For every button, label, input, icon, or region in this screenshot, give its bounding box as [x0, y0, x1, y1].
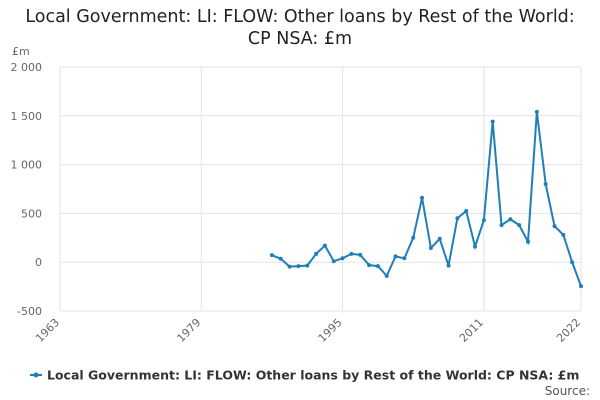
point — [437, 236, 442, 241]
x-tick-label: 1995 — [316, 316, 345, 345]
point — [473, 244, 478, 249]
point — [278, 256, 283, 261]
y-tick-label: 2 000 — [11, 61, 43, 74]
point — [331, 259, 336, 264]
series-line — [271, 111, 582, 287]
chart-title: Local Government: LI: FLOW: Other loans … — [25, 7, 575, 49]
point — [579, 284, 583, 289]
source-label: Source: — [545, 384, 590, 398]
point — [490, 119, 495, 124]
point — [464, 208, 469, 213]
point — [384, 273, 389, 278]
x-tick-label: 1963 — [33, 316, 62, 345]
point — [349, 251, 354, 256]
point — [322, 243, 327, 248]
x-tick-label: 2022 — [554, 316, 583, 345]
y-tick-label: 1 000 — [11, 159, 43, 172]
point — [402, 256, 407, 261]
y-tick-label: 500 — [21, 207, 42, 220]
y-axis-label: £m — [12, 45, 30, 58]
legend-label: Local Government: LI: FLOW: Other loans … — [47, 368, 579, 383]
point — [455, 216, 460, 221]
point — [499, 223, 504, 228]
point — [428, 246, 433, 251]
point — [543, 182, 548, 187]
point — [375, 264, 380, 269]
point — [420, 195, 425, 200]
point — [287, 264, 292, 269]
point — [296, 264, 301, 269]
point — [411, 235, 416, 240]
y-tick-label: -500 — [17, 305, 42, 318]
point — [393, 254, 398, 259]
point — [305, 263, 310, 268]
point — [570, 260, 575, 265]
y-tick-label: 0 — [35, 256, 42, 269]
point — [526, 239, 531, 244]
point — [517, 223, 522, 228]
point — [340, 256, 345, 261]
point — [508, 217, 513, 222]
point — [446, 263, 451, 268]
point — [552, 224, 557, 229]
point — [269, 253, 274, 258]
legend-marker — [33, 372, 39, 378]
point — [534, 109, 539, 114]
point — [481, 218, 486, 223]
y-tick-label: 1 500 — [11, 110, 43, 123]
x-tick-label: 1979 — [174, 316, 203, 345]
point — [358, 252, 363, 257]
point — [367, 263, 372, 268]
point — [561, 232, 566, 237]
point — [314, 251, 319, 256]
x-tick-label: 2011 — [457, 316, 486, 345]
